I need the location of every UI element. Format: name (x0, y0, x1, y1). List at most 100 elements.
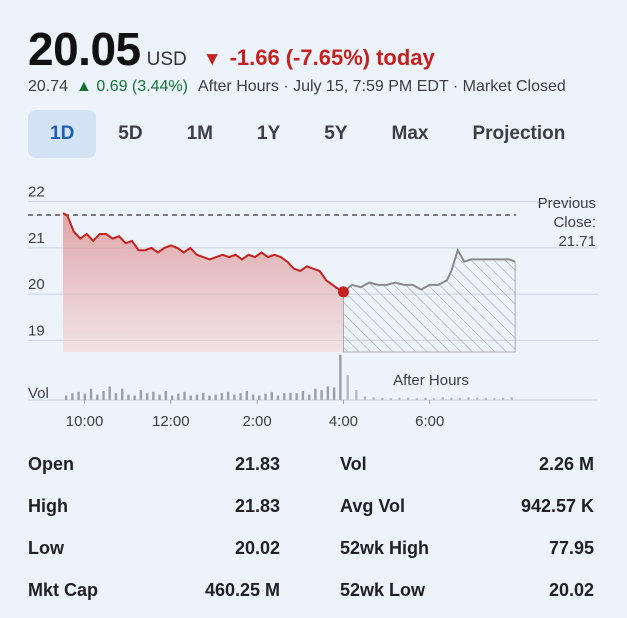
stat-row-mkt-cap: Mkt Cap 460.25 M 52wk Low 20.02 (28, 570, 594, 610)
y-tick-label: 22 (28, 184, 45, 201)
tab-5d[interactable]: 5D (118, 123, 143, 144)
volume-bar (127, 394, 130, 400)
volume-bar (264, 393, 267, 400)
stat-label-52wk-high: 52wk High (340, 538, 430, 558)
stat-label-avg-vol: Avg Vol (340, 496, 406, 516)
volume-bar (458, 397, 462, 400)
volume-bar (233, 394, 236, 400)
volume-bar (372, 397, 375, 400)
day-change: ▼ -1.66 (-7.65%) today (203, 45, 435, 71)
volume-bar (398, 397, 401, 400)
volume-bar (381, 397, 384, 400)
volume-bar (121, 388, 124, 400)
volume-bar (406, 397, 410, 400)
regular-session-area (63, 213, 344, 352)
volume-bar (307, 394, 311, 400)
volume-bar (258, 395, 261, 400)
volume-bar (332, 387, 336, 400)
volume-bar (467, 397, 470, 400)
price-chart-svg: 22 21 20 19 Previous Close: 21.71 Vol After Hour… (28, 184, 598, 430)
x-tick-label: 4:00 (329, 413, 358, 430)
volume-bar (339, 355, 342, 400)
x-tick-label: 2:00 (243, 413, 272, 430)
volume-bar (164, 391, 168, 400)
volume-bar (220, 393, 224, 400)
tab-projection[interactable]: Projection (472, 123, 566, 144)
stat-value-vol: 2.26 M (538, 454, 594, 474)
volume-bar (501, 397, 505, 400)
volume-bar (177, 393, 180, 400)
previous-close-label: Previous (538, 195, 596, 212)
volume-bar (158, 394, 161, 400)
change-period: today (376, 45, 435, 70)
stats-table: Open 21.83 Vol 2.26 M High 21.83 Avg Vol… (0, 430, 627, 618)
stat-label-open: Open (28, 454, 75, 474)
volume-bar (89, 388, 93, 400)
y-tick-label: 20 (28, 276, 45, 293)
volume-bar (71, 393, 74, 400)
tab-1y[interactable]: 1Y (257, 123, 281, 144)
volume-bar (77, 391, 80, 400)
volume-bar (346, 375, 349, 400)
volume-bar (202, 392, 205, 400)
volume-bar (415, 398, 418, 400)
stat-value-mkt-cap: 460.25 M (204, 580, 280, 600)
volume-bar (139, 390, 143, 400)
stat-label-mkt-cap: Mkt Cap (28, 580, 99, 600)
volume-bar (283, 393, 286, 400)
volume-bar (314, 388, 317, 400)
volume-bar (484, 397, 487, 400)
volume-bar (239, 393, 242, 400)
tab-5y[interactable]: 5Y (324, 123, 348, 144)
stat-value-avg-vol: 942.57 K (520, 496, 594, 516)
chart-lines (62, 212, 516, 298)
up-arrow-icon: ▲ (76, 78, 92, 95)
volume-bar (195, 394, 199, 400)
previous-close-value: 21.71 (558, 233, 596, 250)
stat-row-low: Low 20.02 52wk High 77.95 (28, 528, 594, 568)
volume-bar (355, 390, 358, 400)
change-abs: -1.66 (229, 45, 280, 70)
stat-label-vol: Vol (340, 454, 367, 474)
volume-bar (432, 398, 436, 400)
volume-bar (208, 395, 211, 400)
after-hours-change-value: 0.69 (3.44%) (96, 78, 188, 95)
volume-bar (276, 395, 280, 400)
x-tick-label: 6:00 (415, 413, 444, 430)
stat-value-low: 20.02 (234, 538, 280, 558)
volume-bar (245, 391, 249, 400)
volume-bar (363, 396, 367, 400)
volume-bar (510, 397, 513, 400)
y-tick-label: 19 (28, 322, 45, 339)
regular-session-line (62, 212, 344, 293)
quote-header: 20.05 USD ▼ -1.66 (-7.65%) today 20.74 ▲… (0, 0, 627, 174)
after-hours-price: 20.74 (28, 78, 69, 95)
volume-bar (226, 391, 230, 400)
volume-bar (289, 392, 292, 400)
volume-bar (214, 394, 217, 400)
volume-bar (152, 391, 155, 400)
volume-bar (96, 394, 99, 400)
after-hours-region-label: After Hours (393, 372, 469, 389)
volume-bar (493, 398, 496, 400)
tab-1d[interactable]: 1D (28, 110, 97, 158)
stat-row-high: High 21.83 Avg Vol 942.57 K (28, 486, 594, 526)
volume-bar (83, 393, 87, 400)
stat-label-high: High (28, 496, 68, 516)
down-arrow-icon: ▼ (202, 49, 222, 70)
volume-bar (102, 391, 105, 400)
volume-bar (424, 397, 427, 400)
volume-bar (475, 397, 479, 400)
volume-bars (64, 355, 513, 400)
range-tabs: 1D 5D 1M 1Y 5Y Max Projection (28, 110, 587, 158)
after-hours-change: ▲ 0.69 (3.44%) (76, 78, 188, 96)
volume-bar (301, 391, 305, 400)
volume-bar (64, 395, 68, 400)
price-chart[interactable]: 22 21 20 19 Previous Close: 21.71 Vol After Hour… (0, 174, 627, 430)
volume-label: Vol (28, 385, 49, 402)
tab-1m[interactable]: 1M (186, 123, 213, 144)
chart-labels: 22 21 20 19 Previous Close: 21.71 Vol After Hour… (28, 184, 596, 430)
volume-bar (295, 393, 298, 400)
volume-bar (389, 398, 393, 400)
tab-max[interactable]: Max (391, 123, 429, 144)
